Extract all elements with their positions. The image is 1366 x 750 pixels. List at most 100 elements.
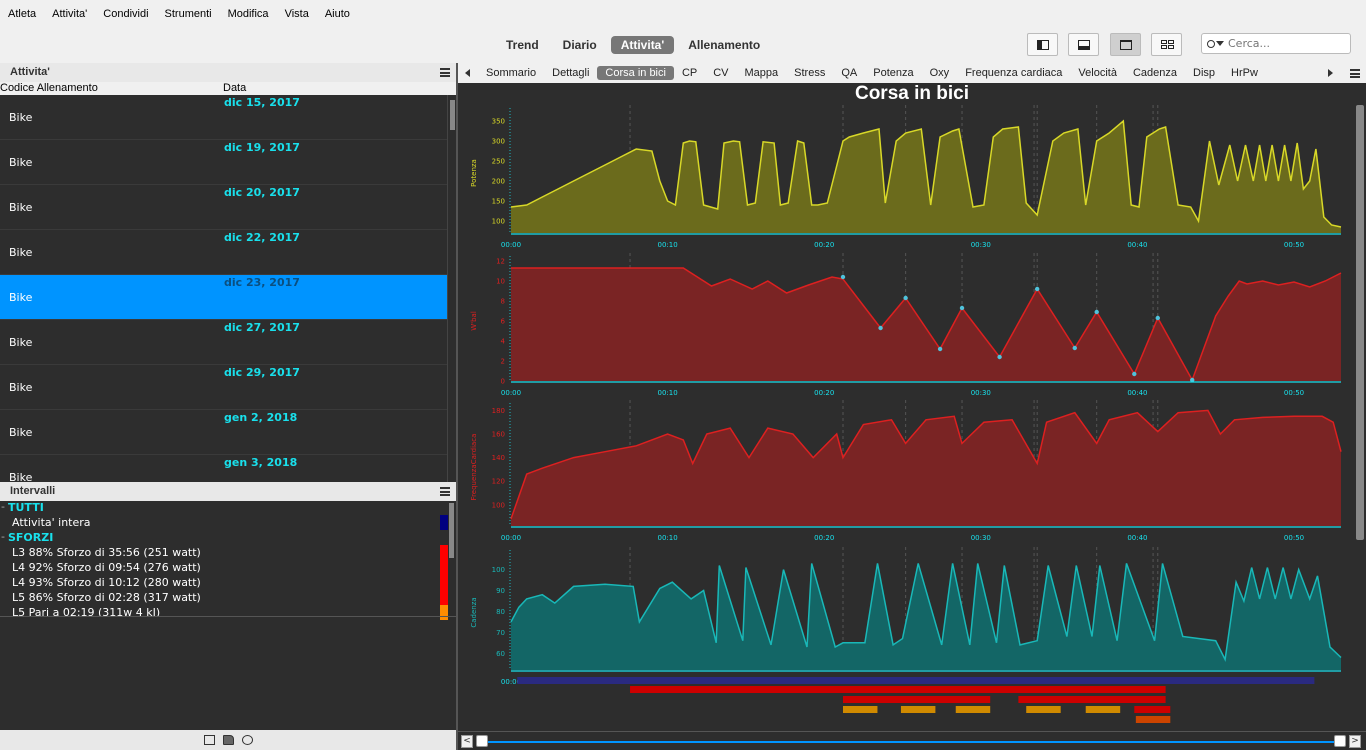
interval-bar[interactable]	[1018, 696, 1166, 703]
interval-bar[interactable]	[900, 706, 936, 713]
chart-tab[interactable]: QA	[841, 67, 858, 79]
plot-panel[interactable]: 00:00 00:10 00:20 00:30 00:40 00:50 100 120 140 1…	[470, 400, 1342, 542]
chart-tab[interactable]: HrPw	[1231, 67, 1258, 79]
interval-bar[interactable]	[843, 696, 991, 703]
plot-panel[interactable]: 00:00 00:10 00:20 00:30 00:40 00:50 0 2 4 6 8 10 12 W…	[470, 253, 1342, 397]
ride-plot[interactable]: 00:00 00:10 00:20 00:30 00:40 00:501001502002…	[458, 63, 1366, 731]
toggle-bottom-panel-button[interactable]	[1068, 33, 1099, 56]
scrollbar-thumb[interactable]	[449, 503, 454, 558]
chevron-down-icon[interactable]	[1216, 41, 1224, 46]
data-point	[903, 295, 908, 301]
interval-item[interactable]: L5 86% Sforzo di 02:28 (317 watt)	[12, 591, 201, 604]
stopwatch-icon[interactable]	[241, 735, 253, 745]
plot-panel[interactable]: 00:00 00:10 00:20 00:30 00:40 00:50 100 150 200 2…	[470, 105, 1342, 249]
interval-item[interactable]: L4 92% Sforzo di 09:54 (276 watt)	[12, 561, 201, 574]
interval-bar[interactable]	[843, 706, 878, 713]
series-line	[510, 409, 1342, 520]
folder-icon[interactable]	[222, 735, 234, 745]
time-range-track[interactable]	[480, 741, 1342, 743]
y-tick-label: 0	[501, 378, 505, 386]
interval-item[interactable]: Attivita' intera	[12, 516, 91, 529]
activity-date: dic 22, 2017	[224, 231, 300, 244]
activity-row[interactable]: dic 23, 2017 Bike	[0, 275, 447, 320]
view-tab[interactable]: Attivita'	[610, 36, 675, 54]
x-tick-label: 00:00	[501, 678, 521, 686]
chart-tab[interactable]: Stress	[794, 67, 826, 79]
activity-row[interactable]: gen 2, 2018 Bike	[0, 410, 447, 455]
y-tick-label: 250	[492, 158, 505, 166]
intervals-menu-icon[interactable]	[440, 487, 450, 496]
interval-bar[interactable]	[955, 706, 991, 713]
activities-scrollbar[interactable]	[447, 95, 456, 482]
activity-row[interactable]: gen 3, 2018 Bike	[0, 455, 447, 482]
view-tab[interactable]: Diario	[562, 38, 597, 52]
activity-row[interactable]: dic 20, 2017 Bike	[0, 185, 447, 230]
activity-row[interactable]: dic 29, 2017 Bike	[0, 365, 447, 410]
chart-tab[interactable]: Mappa	[744, 67, 779, 79]
interval-bar[interactable]	[1085, 706, 1121, 713]
menu-item[interactable]: Vista	[284, 8, 309, 20]
chart-tab[interactable]: CV	[713, 67, 729, 79]
menu-item[interactable]: Strumenti	[164, 8, 212, 20]
search-input[interactable]	[1228, 37, 1338, 50]
tab-scroll-left-icon[interactable]	[465, 69, 470, 77]
plot-panel[interactable]: 00:0000:1000:2000:3000:4000:506070809010…	[470, 547, 1342, 686]
tabs-layout-icon	[1119, 39, 1132, 50]
chart-tab[interactable]: Oxy	[929, 67, 950, 79]
interval-group[interactable]: TUTTI	[0, 501, 447, 516]
splitter[interactable]	[456, 63, 458, 750]
chart-tab[interactable]: CP	[681, 67, 698, 79]
menu-item[interactable]: Atleta	[8, 8, 37, 20]
interval-group[interactable]: SFORZI	[0, 530, 447, 546]
interval-item[interactable]: L4 93% Sforzo di 10:12 (280 watt)	[12, 576, 201, 589]
chart-tab[interactable]: Corsa in bici	[597, 66, 674, 80]
chart-tab[interactable]: Disp	[1193, 67, 1216, 79]
range-start-handle[interactable]	[476, 735, 488, 747]
activity-row[interactable]: dic 15, 2017 Bike	[0, 95, 447, 140]
tab-scroll-right-icon[interactable]	[1328, 69, 1333, 77]
tab-layout-button[interactable]	[1110, 33, 1141, 56]
intervals-scrollbar[interactable]	[447, 501, 456, 616]
x-tick-label: 00:40	[1127, 534, 1147, 542]
column-header-date[interactable]: Data	[223, 82, 247, 94]
activity-row[interactable]: dic 19, 2017 Bike	[0, 140, 447, 185]
series-area	[511, 563, 1341, 670]
range-end-handle[interactable]	[1334, 735, 1346, 747]
interval-item[interactable]: L5 Pari a 02:19 (311w 4 kJ)	[12, 606, 161, 616]
calendar-icon[interactable]	[203, 735, 215, 745]
toggle-sidebar-button[interactable]	[1027, 33, 1058, 56]
chart-tab[interactable]: Velocità	[1078, 67, 1117, 79]
interval-bar[interactable]	[517, 677, 1315, 684]
tile-layout-button[interactable]	[1151, 33, 1182, 56]
scrollbar-thumb[interactable]	[450, 100, 455, 130]
interval-bar[interactable]	[1134, 706, 1171, 713]
menu-item[interactable]: Modifica	[227, 8, 269, 20]
chart-menu-icon[interactable]	[1350, 69, 1360, 78]
menu-item[interactable]: Aiuto	[324, 8, 350, 20]
activities-menu-icon[interactable]	[440, 68, 450, 77]
chart-tab[interactable]: Cadenza	[1132, 67, 1177, 79]
chart-scrollbar[interactable]	[1356, 105, 1364, 540]
column-header-workout-code[interactable]: Codice Allenamento	[0, 82, 98, 94]
scroll-left-button[interactable]: <	[461, 735, 473, 748]
menu-item[interactable]: Attivita'	[52, 8, 88, 20]
scroll-right-button[interactable]: >	[1349, 735, 1361, 748]
search-box[interactable]	[1201, 33, 1351, 54]
menu-item[interactable]: Condividi	[103, 8, 149, 20]
interval-bar[interactable]	[1026, 706, 1061, 713]
activity-row[interactable]: dic 27, 2017 Bike	[0, 320, 447, 365]
chart-tab[interactable]: Frequenza cardiaca	[965, 67, 1063, 79]
activities-panel-header: Attivita'	[0, 63, 456, 82]
chart-tab[interactable]: Dettagli	[552, 67, 590, 79]
time-scrollbar[interactable]: < >	[458, 731, 1366, 750]
x-tick-label: 00:10	[658, 534, 678, 542]
interval-bar[interactable]	[1135, 716, 1171, 723]
chart-tab[interactable]: Potenza	[873, 67, 914, 79]
view-tab[interactable]: Trend	[506, 38, 539, 52]
interval-bar[interactable]	[630, 686, 1166, 693]
interval-item[interactable]: L3 88% Sforzo di 35:56 (251 watt)	[12, 546, 201, 559]
y-tick-label: 4	[501, 338, 506, 346]
activity-row[interactable]: dic 22, 2017 Bike	[0, 230, 447, 275]
chart-tab[interactable]: Sommario	[486, 67, 537, 79]
view-tab[interactable]: Allenamento	[688, 38, 761, 52]
